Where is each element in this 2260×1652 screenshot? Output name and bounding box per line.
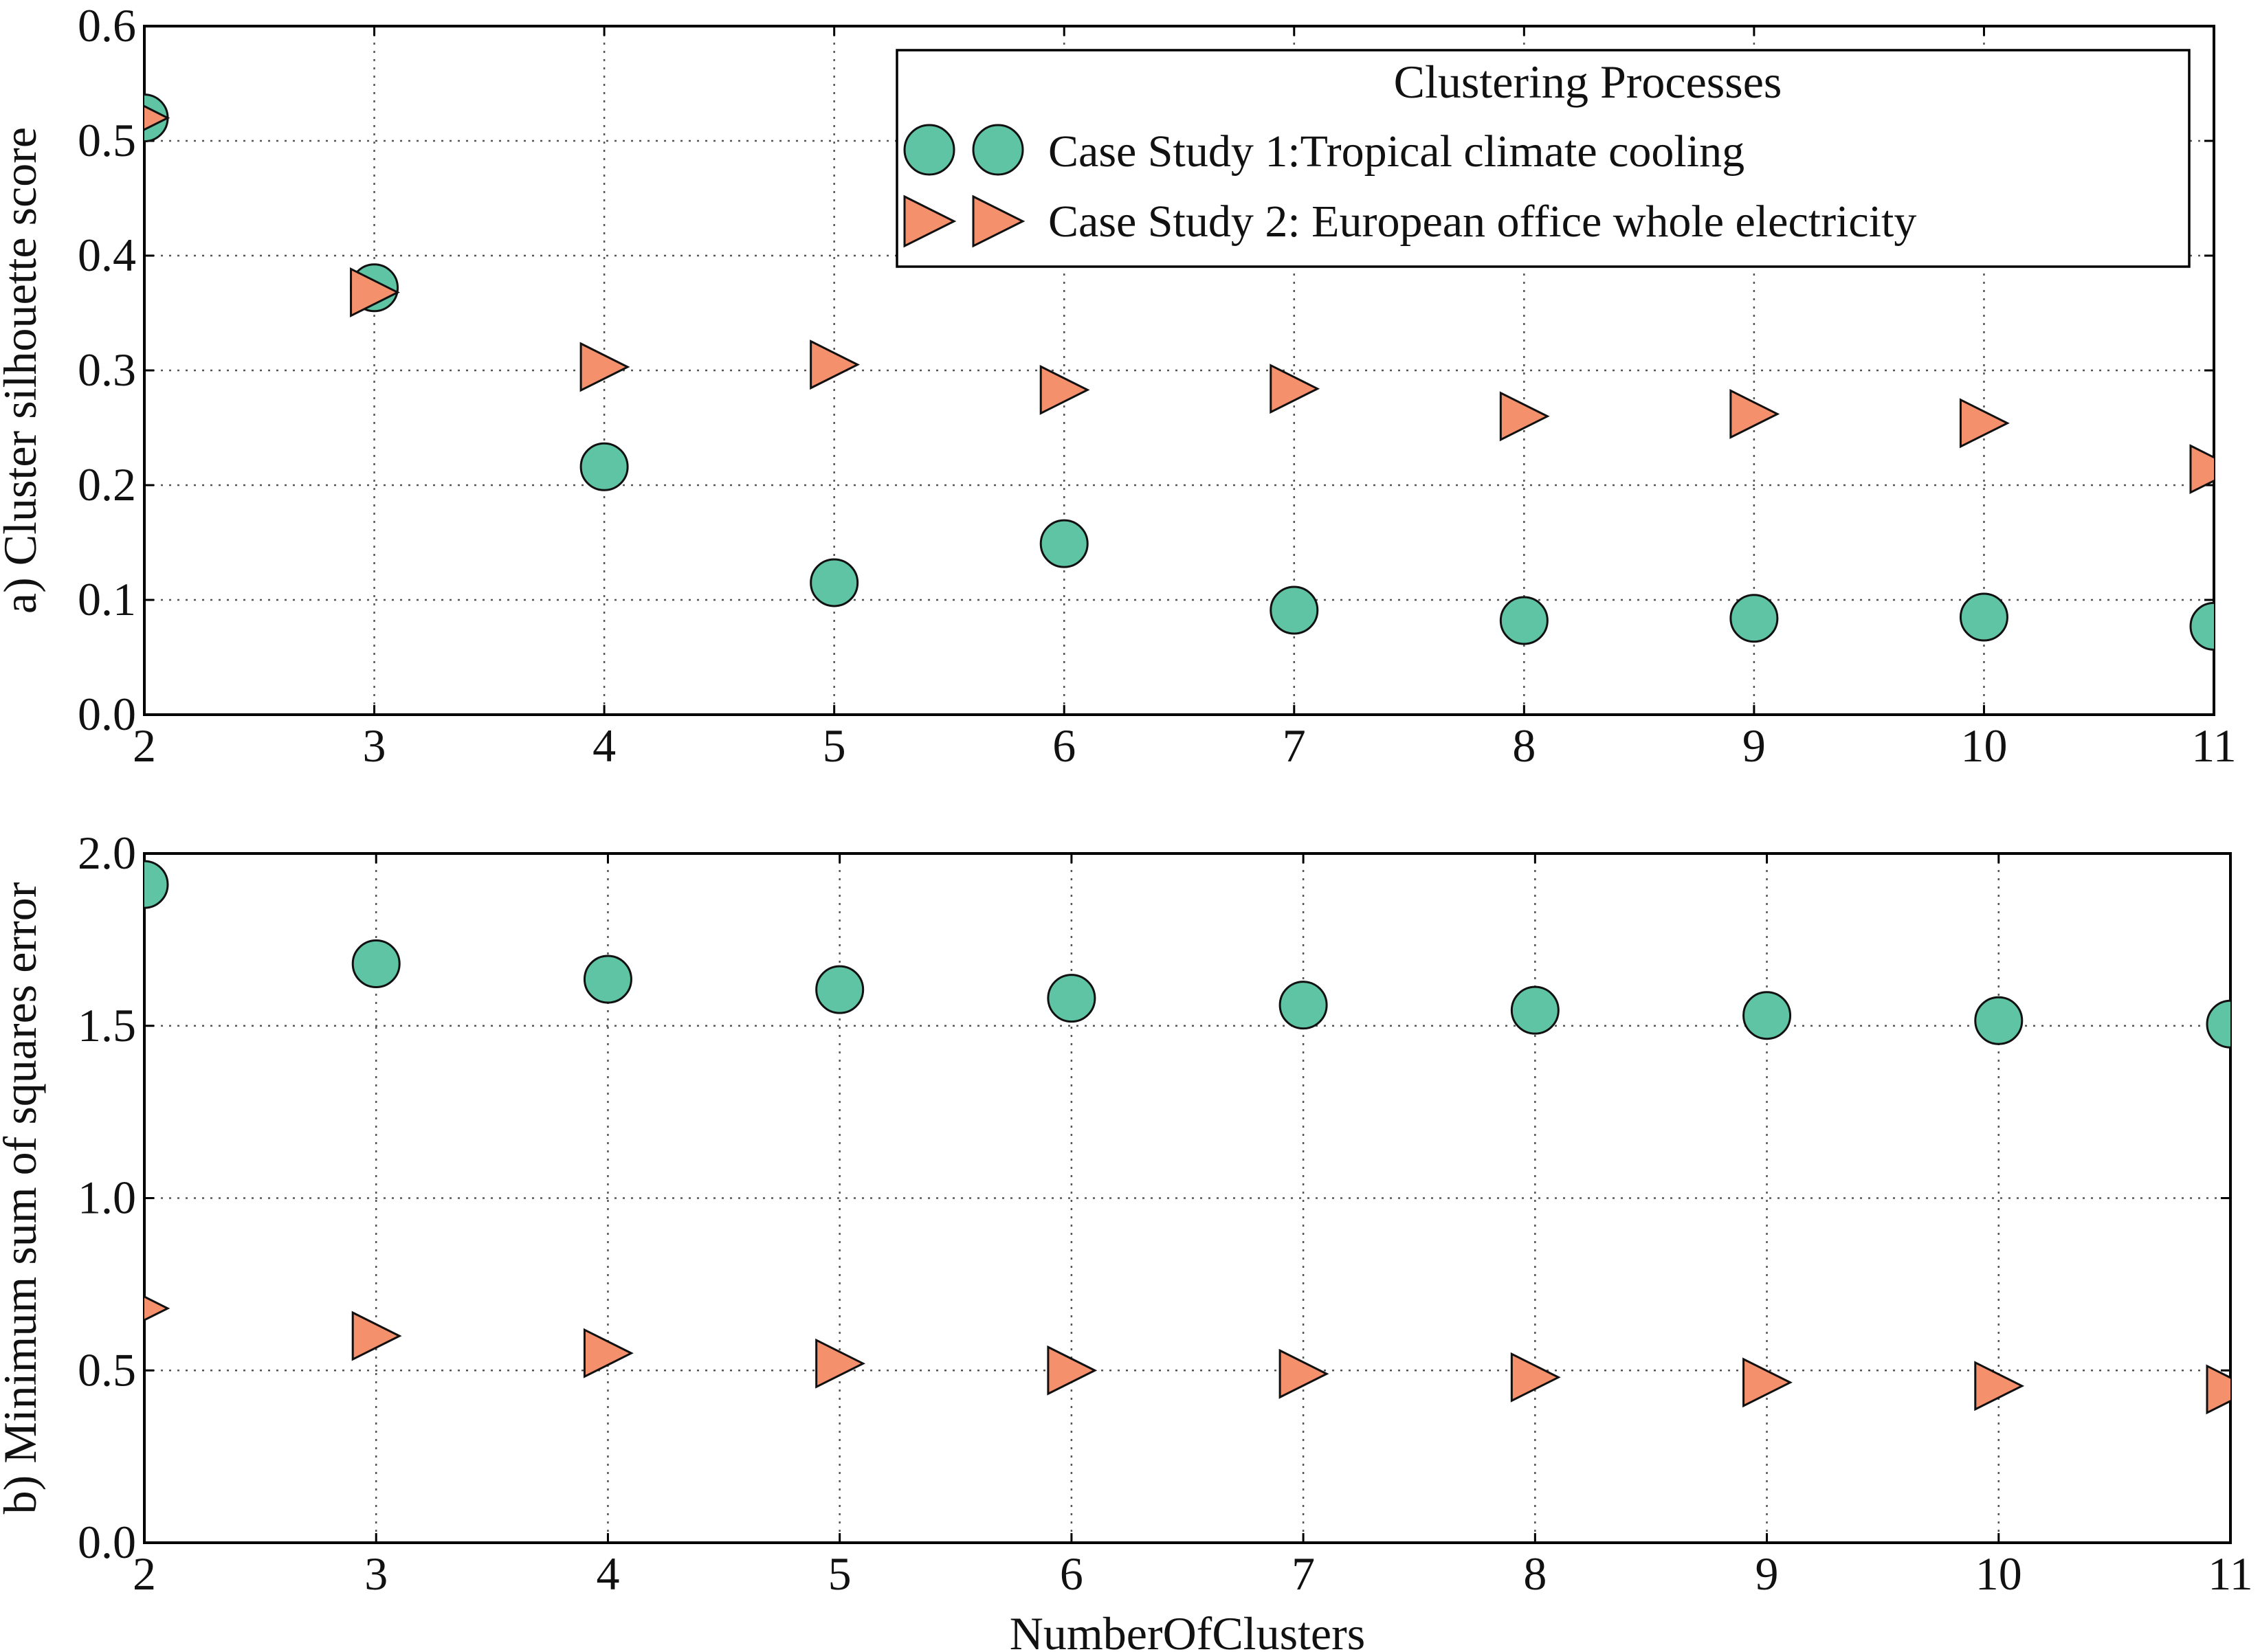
- point-circle-a-11: [2189, 601, 2214, 651]
- point-circle-b-3: [351, 939, 401, 988]
- point-triangle-b-7: [1278, 1348, 1329, 1399]
- x-tick-label: 9: [1755, 1548, 1779, 1600]
- point-triangle-a-7: [1270, 364, 1320, 414]
- panel-a-silhouette: 2 3 4 5 6 7 8 9 10 11 0.0 0.1 0.2 0.3 0.4 0.5 0.6 a) Clus…: [0, 0, 2237, 772]
- x-tick-label: 4: [592, 719, 616, 772]
- y-tick-label: 0.0: [78, 688, 136, 740]
- legend: Clustering Processes Case Study 1:Tropic…: [896, 49, 2191, 268]
- point-circle-a-5: [810, 558, 859, 607]
- y-tick-label: 1.5: [78, 999, 136, 1051]
- point-triangle-a-3: [350, 267, 400, 317]
- y-tick-label: 0.5: [78, 114, 136, 166]
- point-circle-a-7: [1270, 585, 1319, 635]
- y-tick-label: 0.0: [78, 1516, 136, 1568]
- point-circle-a-4: [579, 442, 629, 491]
- point-circle-b-8: [1510, 985, 1560, 1035]
- y-tick-label: 0.1: [78, 573, 136, 625]
- point-circle-b-7: [1278, 981, 1328, 1030]
- point-triangle-a-9: [1729, 389, 1780, 439]
- x-tick-label: 8: [1523, 1548, 1547, 1600]
- y-tick-label: 1.0: [78, 1172, 136, 1224]
- point-circle-b-6: [1047, 974, 1096, 1023]
- legend-marker-triangle-2: [972, 194, 1026, 248]
- point-triangle-a-6: [1039, 364, 1090, 415]
- point-triangle-b-6: [1047, 1345, 1098, 1396]
- x-tick-label: 5: [828, 1548, 852, 1600]
- x-tick-label: 11: [2191, 719, 2236, 772]
- point-triangle-a-8: [1499, 391, 1550, 442]
- x-tick-label: 3: [364, 1548, 388, 1600]
- point-circle-a-9: [1729, 594, 1779, 643]
- y-tick-label: 2.0: [78, 827, 136, 879]
- x-tick-label: 11: [2208, 1548, 2252, 1600]
- point-circle-b-9: [1742, 991, 1792, 1040]
- x-tick-label: 10: [1960, 719, 2007, 772]
- point-triangle-b-10: [1974, 1361, 2025, 1411]
- markers: [144, 860, 2230, 1415]
- x-tick-label: 10: [1975, 1548, 2022, 1600]
- panel-b-sse: 2 3 4 5 6 7 8 9 10 11 0.0 0.5 1.0 1.5 2.0 b) Minimum su…: [0, 827, 2253, 1652]
- legend-box: [896, 49, 2191, 268]
- plot-frame: [143, 25, 2215, 716]
- point-triangle-b-4: [583, 1328, 634, 1378]
- x-tick-label: 7: [1292, 1548, 1315, 1600]
- x-tick-label: 6: [1060, 1548, 1083, 1600]
- y-tick-label: 0.4: [78, 229, 136, 281]
- point-triangle-a-5: [810, 339, 861, 390]
- x-tick-label: 9: [1742, 719, 1766, 772]
- point-circle-a-6: [1039, 519, 1089, 568]
- legend-title: Clustering Processes: [1394, 56, 1782, 108]
- point-triangle-b-2: [144, 1295, 170, 1321]
- point-triangle-b-8: [1510, 1352, 1561, 1403]
- x-tick-label: 6: [1052, 719, 1076, 772]
- point-circle-b-10: [1974, 996, 2024, 1045]
- x-tick-label: 8: [1512, 719, 1536, 772]
- point-triangle-b-5: [815, 1338, 866, 1389]
- point-triangle-a-2: [144, 104, 170, 131]
- point-triangle-a-4: [579, 342, 630, 392]
- legend-label-series-2: Case Study 2: European office whole elec…: [1048, 197, 1916, 247]
- x-tick-label: 5: [823, 719, 846, 772]
- y-tick-label: 0.2: [78, 458, 136, 511]
- x-axis-label: NumberOfClusters: [1010, 1607, 1365, 1652]
- legend-label-series-1: Case Study 1:Tropical climate cooling: [1048, 126, 1744, 177]
- markers: [144, 93, 2214, 651]
- y-axis-label: b) Minimum sum of squares error: [0, 882, 46, 1514]
- y-tick-label: 0.3: [78, 344, 136, 396]
- y-tick-label: 0.6: [78, 0, 136, 52]
- point-circle-b-11: [2206, 999, 2230, 1049]
- point-circle-b-5: [815, 965, 865, 1014]
- x-tick-label: 7: [1283, 719, 1306, 772]
- point-triangle-b-11: [2206, 1364, 2230, 1415]
- point-triangle-b-3: [351, 1310, 402, 1361]
- point-triangle-b-9: [1742, 1357, 1793, 1408]
- x-tick-label: 4: [596, 1548, 619, 1600]
- x-tick-label: 3: [363, 719, 386, 772]
- point-triangle-a-10: [1959, 398, 2010, 449]
- point-circle-b-2: [144, 860, 169, 909]
- point-circle-a-8: [1499, 596, 1549, 645]
- legend-marker-circle-1: [903, 124, 955, 176]
- point-circle-a-10: [1959, 592, 2008, 642]
- y-tick-label: 0.5: [78, 1343, 136, 1396]
- point-circle-b-4: [583, 955, 632, 1004]
- y-axis-label: a) Cluster silhouette score: [0, 127, 46, 614]
- legend-marker-triangle-1: [903, 194, 957, 248]
- x-tick-label: 2: [133, 1548, 156, 1600]
- plot-frame: [143, 852, 2232, 1544]
- legend-marker-circle-2: [972, 124, 1024, 176]
- x-tick-label: 2: [133, 719, 156, 772]
- point-triangle-a-11: [2189, 444, 2214, 495]
